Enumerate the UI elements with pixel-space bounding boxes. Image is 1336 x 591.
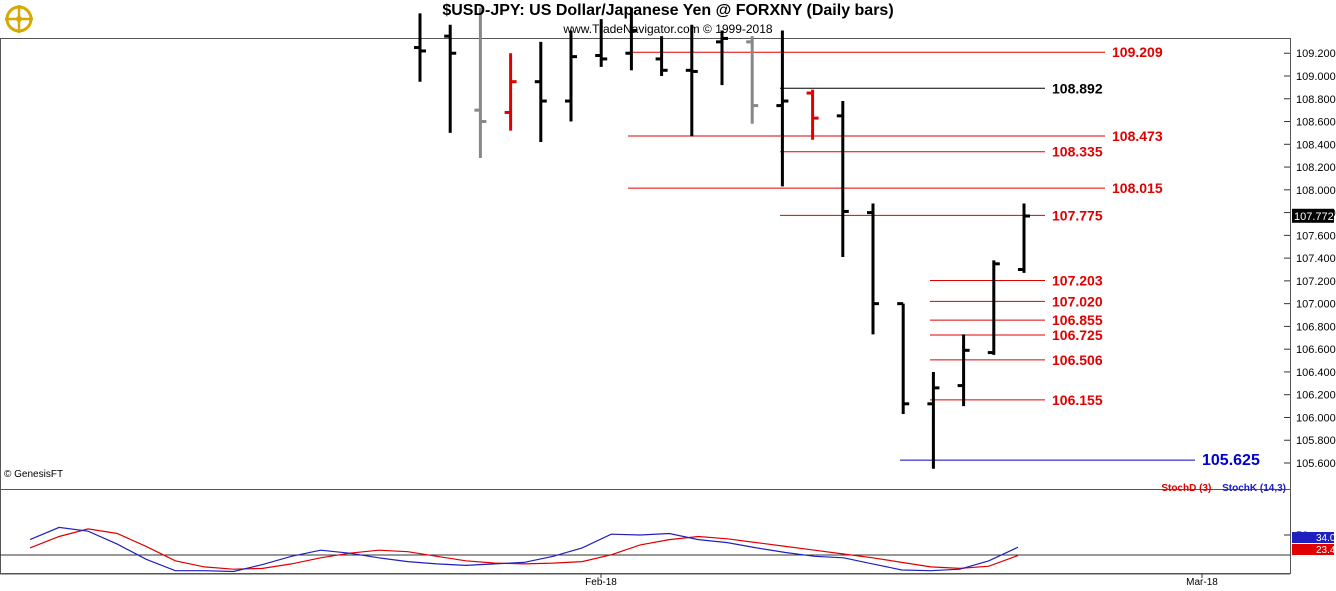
ohlc-bar — [655, 36, 668, 76]
level-line: 106.725 — [930, 327, 1103, 343]
level-line: 108.892 — [780, 80, 1103, 96]
ohlc-bar — [414, 13, 426, 82]
level-line: 108.473 — [628, 128, 1163, 144]
level-line: 107.020 — [930, 293, 1103, 309]
stoch-k-legend: StochK (14,3) — [1222, 483, 1286, 494]
stoch-k-line — [29, 526, 1019, 573]
ohlc-bar — [595, 19, 608, 67]
ohlc-bar — [685, 24, 698, 137]
date-axis: Feb-18 Mar-18 — [0, 573, 1290, 588]
y-tick-label: 107.200 — [1296, 276, 1336, 288]
level-label: 108.892 — [1052, 80, 1103, 96]
ohlc-bar — [1018, 203, 1030, 273]
last-price-label: 107.772 — [1294, 211, 1334, 223]
y-tick-label: 107.000 — [1296, 299, 1336, 311]
level-line: 108.335 — [780, 144, 1103, 160]
stoch-d-value: 23.45 — [1316, 545, 1336, 556]
level-label: 106.506 — [1052, 352, 1103, 368]
y-tick-label: 105.600 — [1296, 458, 1336, 470]
y-tick-label: 108.400 — [1296, 139, 1336, 151]
stoch-d-legend: StochD (3) — [1161, 483, 1212, 494]
ohlc-bar — [806, 89, 819, 140]
ohlc-bar — [474, 7, 487, 158]
support-resistance-levels: 109.209 108.892 108.473 108.335 108.015 107.7… — [628, 44, 1260, 469]
x-tick-label: Feb-18 — [585, 577, 617, 588]
level-label: 107.203 — [1052, 273, 1103, 289]
price-bars — [414, 7, 1030, 469]
y-tick-label: 108.200 — [1296, 162, 1336, 174]
y-tick-label: 107.400 — [1296, 253, 1336, 265]
level-line: 105.625 — [900, 452, 1260, 469]
stoch-k-value: 34.05 — [1316, 533, 1336, 544]
ohlc-bar — [504, 53, 517, 131]
copyright-text: © GenesisFT — [4, 469, 64, 480]
x-tick-label: Mar-18 — [1186, 577, 1218, 588]
level-line: 106.855 — [930, 312, 1103, 328]
y-tick-label: 106.000 — [1296, 412, 1336, 424]
level-label: 108.335 — [1052, 144, 1103, 160]
level-label: 108.015 — [1112, 180, 1163, 196]
stoch-d-value-box — [1292, 544, 1334, 555]
navigator-logo-icon — [5, 5, 33, 33]
ohlc-bar — [746, 36, 759, 124]
level-line: 106.506 — [930, 352, 1103, 368]
ohlc-bar — [565, 30, 577, 122]
ohlc-bar — [776, 30, 789, 187]
ohlc-bar — [534, 41, 547, 143]
ohlc-bar — [444, 24, 457, 133]
level-line: 106.155 — [930, 392, 1103, 408]
ohlc-bar — [957, 334, 970, 407]
chart-title: $USD-JPY: US Dollar/Japanese Yen @ FORXN… — [442, 2, 894, 19]
y-tick-label: 106.800 — [1296, 321, 1336, 333]
y-tick-label: 106.400 — [1296, 367, 1336, 379]
y-tick-label: 108.600 — [1296, 117, 1336, 129]
ohlc-bar — [927, 371, 940, 469]
level-label: 108.473 — [1112, 128, 1163, 144]
level-line: 108.015 — [628, 180, 1163, 196]
ohlc-bar — [867, 203, 879, 335]
ohlc-bar — [897, 302, 910, 415]
y-tick-label: 109.200 — [1296, 48, 1336, 60]
level-line: 109.209 — [628, 44, 1163, 60]
level-label: 106.155 — [1052, 392, 1103, 408]
level-label: 106.855 — [1052, 312, 1103, 328]
y-tick-label: 108.000 — [1296, 185, 1336, 197]
ohlc-bar — [625, 7, 638, 71]
level-line: 107.203 — [930, 273, 1103, 289]
stoch-d-line — [29, 528, 1019, 570]
ohlc-bar — [987, 260, 1000, 355]
y-tick-label: 105.800 — [1296, 435, 1336, 447]
ohlc-bar — [716, 30, 728, 86]
stoch-k-value-box — [1292, 532, 1334, 543]
level-label: 109.209 — [1112, 44, 1163, 60]
level-line: 107.775 — [780, 207, 1103, 223]
last-price-box — [1292, 208, 1334, 223]
level-label: 107.020 — [1052, 293, 1103, 309]
price-axis: 109.200 109.000 108.800 108.600 108.400 108.2… — [1284, 48, 1336, 470]
y-tick-label: 109.000 — [1296, 71, 1336, 83]
indicator-legend: StochD (3) StochK (14,3) — [1161, 483, 1286, 494]
y-tick-label: 108.800 — [1296, 94, 1336, 106]
level-label: 107.775 — [1052, 207, 1103, 223]
level-label: 105.625 — [1202, 452, 1260, 469]
y-tick-label: 106.600 — [1296, 344, 1336, 356]
chart-subtitle: www.TradeNavigator.com © 1999-2018 — [563, 22, 773, 36]
y-tick-label: 106.200 — [1296, 390, 1336, 402]
level-label: 106.725 — [1052, 327, 1103, 343]
y-tick-label: 107.600 — [1296, 230, 1336, 242]
ohlc-bar — [836, 101, 849, 257]
